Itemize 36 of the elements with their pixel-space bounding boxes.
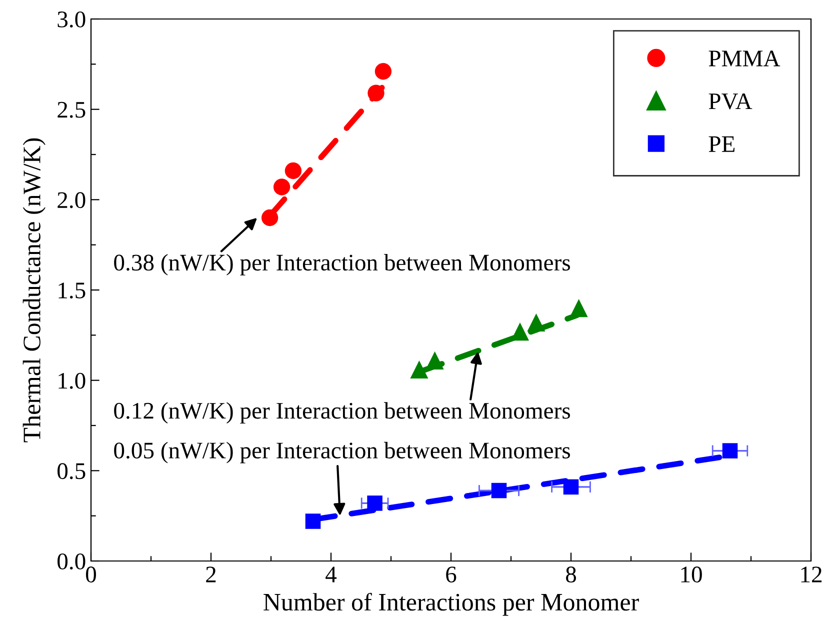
point: [563, 479, 579, 495]
legend-label: PE: [708, 136, 735, 152]
x-tick-label: 2: [206, 566, 216, 582]
point: [305, 514, 321, 529]
annotation: 0.12 (nW/K) per Interaction between Monomers: [114, 402, 570, 424]
legend-label: PMMA: [708, 50, 780, 66]
point: [527, 313, 546, 332]
point: [367, 496, 382, 511]
point: [570, 299, 588, 318]
y-tick-label: 0.0: [58, 553, 86, 570]
point: [410, 360, 428, 379]
point: [273, 178, 290, 196]
x-axis-title: Number of Interactions per Monomer: [264, 592, 639, 616]
x-tick-label: 8: [566, 566, 576, 582]
x-tick-label: 6: [446, 566, 456, 582]
point: [426, 351, 444, 370]
point: [368, 84, 384, 102]
x-tick-label: 4: [326, 566, 337, 582]
x-tick-label: 10: [681, 566, 702, 582]
x-tick-label: 12: [801, 566, 822, 582]
y-tick-label: 3.0: [58, 11, 86, 28]
point: [722, 443, 738, 458]
legend-label: PVA: [708, 93, 752, 110]
annotation: 0.05 (nW/K) per Interaction between Monomers: [114, 442, 570, 464]
point: [491, 482, 507, 498]
point: [261, 209, 278, 226]
y-tick-label: 1.0: [58, 372, 86, 389]
point: [284, 162, 302, 180]
x-tick-label: 0: [86, 566, 96, 582]
y-tick-label: 0.5: [58, 463, 86, 480]
y-tick-label: 2.0: [58, 192, 86, 208]
annotation: 0.38 (nW/K) per Interaction between Monomers: [114, 254, 570, 276]
point: [374, 63, 392, 80]
y-axis-title: Thermal Conductance (nW/K): [22, 138, 46, 442]
y-tick-label: 2.5: [58, 102, 86, 118]
y-tick-label: 1.5: [58, 282, 86, 299]
